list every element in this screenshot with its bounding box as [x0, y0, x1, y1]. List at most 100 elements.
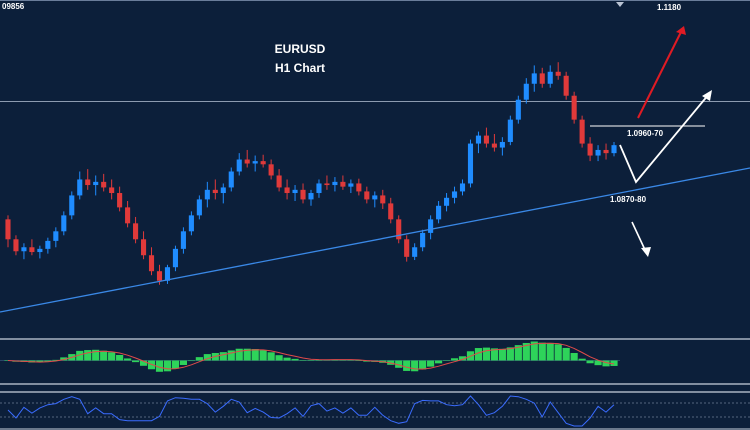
candle-body — [5, 219, 11, 240]
candle-body — [531, 73, 537, 84]
red-up-arrow-line — [637, 29, 683, 119]
histogram-bar — [283, 357, 291, 361]
candle-body — [356, 183, 362, 192]
candle-body — [21, 247, 27, 252]
histogram-bar — [562, 347, 570, 361]
histogram-bar — [267, 352, 275, 361]
candle-body — [268, 164, 274, 176]
candle-body — [69, 195, 75, 216]
histogram-bar — [275, 355, 283, 361]
candle-body — [388, 203, 394, 220]
signal-line — [7, 342, 615, 370]
histogram-bar — [307, 360, 315, 361]
histogram-bar — [395, 360, 403, 368]
candle-body — [499, 141, 505, 148]
histogram-bar — [570, 352, 578, 361]
histogram-bar — [36, 360, 44, 363]
candle-body — [133, 223, 139, 240]
histogram-bar — [578, 358, 586, 361]
candle-body — [196, 199, 202, 216]
histogram-bar — [506, 347, 514, 361]
histogram-bar — [131, 360, 140, 363]
candle-body — [603, 149, 609, 154]
candle-body — [547, 71, 553, 84]
white-up-arrow-head-icon — [702, 90, 712, 101]
histogram-bar — [84, 350, 92, 361]
candle-body — [563, 75, 569, 96]
candle-body — [587, 143, 593, 156]
oscillator-line — [7, 395, 615, 427]
candle-body — [332, 181, 338, 186]
candle-body — [61, 215, 67, 232]
histogram-bar — [124, 358, 132, 361]
candle-body — [148, 255, 155, 272]
histogram-bar — [259, 350, 267, 361]
candle-body — [316, 183, 322, 194]
white-v-path — [619, 93, 710, 184]
candle-body — [53, 231, 59, 241]
histogram-bar — [243, 348, 251, 361]
candle-body — [451, 191, 458, 198]
histogram-bar — [339, 359, 347, 361]
candle-body — [212, 189, 218, 194]
candle-body — [324, 183, 330, 186]
histogram-bar — [498, 348, 506, 361]
histogram-bar — [92, 349, 100, 361]
candle-body — [284, 187, 290, 194]
candles-group — [5, 62, 617, 285]
histogram-bar — [76, 350, 84, 361]
histogram-bar — [219, 352, 227, 361]
histogram-bar — [139, 360, 148, 366]
candle-body — [515, 99, 521, 120]
histogram-bar — [179, 360, 188, 365]
white-down-arrow-line — [631, 221, 647, 253]
candle-body — [172, 248, 178, 268]
candle-body — [491, 143, 497, 148]
candle-body — [117, 193, 123, 208]
candle-body — [555, 71, 561, 76]
histogram-bar — [235, 348, 243, 361]
candle-body — [13, 239, 19, 252]
histogram-bar — [411, 360, 419, 372]
candle-body — [611, 145, 617, 154]
chart-title: EURUSD — [275, 42, 326, 56]
histogram-bar — [187, 360, 195, 362]
trendline — [0, 167, 750, 313]
candle-body — [436, 205, 442, 220]
candle-body — [188, 215, 194, 232]
candle-body — [45, 240, 51, 249]
histogram-bar — [163, 360, 172, 372]
candle-body — [260, 161, 266, 165]
histogram-bar — [299, 360, 307, 361]
histogram-bar — [594, 360, 602, 366]
histogram-bar — [419, 360, 427, 370]
level-label-1: 1.1180 — [657, 3, 682, 12]
histogram-bar — [195, 357, 203, 361]
red-up-arrow-head-icon — [676, 26, 686, 35]
candle-body — [300, 189, 306, 200]
histogram-bar — [155, 360, 164, 372]
histogram-bar — [52, 359, 60, 361]
candle-body — [571, 95, 577, 120]
histogram-bar — [116, 354, 124, 361]
histogram-bar — [291, 358, 299, 361]
histogram-bar — [434, 360, 443, 364]
histogram-bar — [108, 352, 116, 361]
histogram-bar — [586, 360, 594, 364]
histogram-bar — [171, 360, 180, 369]
candle-body — [93, 181, 99, 186]
candle-body — [77, 179, 83, 196]
candle-body — [276, 175, 282, 188]
histogram-bar — [403, 360, 411, 371]
candle-body — [523, 83, 529, 100]
histogram-bar — [251, 349, 259, 361]
candle-body — [595, 149, 601, 156]
histogram-bar — [546, 342, 554, 361]
candle-body — [220, 187, 226, 194]
chart-subtitle: H1 Chart — [275, 61, 325, 75]
trend-level-label: 1.0870-80 — [610, 195, 647, 204]
histogram-bar — [554, 344, 562, 361]
candle-body — [292, 189, 298, 194]
white-down-arrow-head-icon — [641, 247, 651, 257]
